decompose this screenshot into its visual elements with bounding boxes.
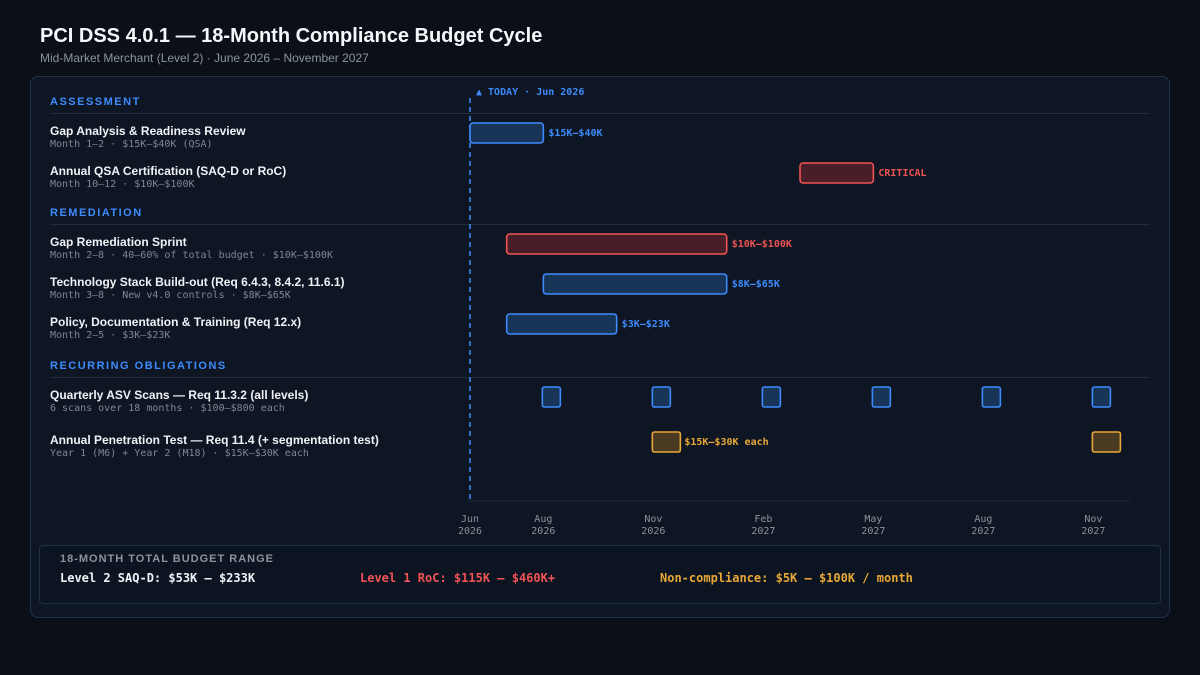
bar-label: $8K–$65K: [732, 279, 780, 290]
task-sub-policy-training: Month 2–5 · $3K–$23K: [50, 330, 171, 341]
gantt-bar: [469, 122, 545, 144]
section-divider: [50, 113, 1150, 114]
bar-label: CRITICAL: [878, 168, 926, 179]
gantt-bar: [799, 162, 875, 184]
section-assessment: ASSESSMENT: [50, 96, 141, 108]
bar-label: $3K–$23K: [622, 319, 670, 330]
x-tick-label: May: [864, 514, 882, 525]
x-tick-label: Nov: [1084, 514, 1102, 525]
summary-noncompliance: Non-compliance: $5K – $100K / month: [660, 571, 913, 585]
gantt-bar: [505, 313, 618, 335]
asv-scan-marker: [761, 386, 782, 408]
task-sub-pen-test: Year 1 (M6) + Year 2 (M18) · $15K–$30K e…: [50, 448, 309, 459]
task-sub-asv-scans: 6 scans over 18 months · $100–$800 each: [50, 403, 285, 414]
x-tick-label: Aug: [974, 514, 992, 525]
x-tick-label-year: 2026: [531, 526, 555, 537]
section-recurring: RECURRING OBLIGATIONS: [50, 360, 227, 372]
bar-label: $15K–$40K: [548, 128, 602, 139]
task-title-gap-analysis: Gap Analysis & Readiness Review: [50, 124, 246, 138]
task-sub-qsa-certification: Month 10–12 · $10K–$100K: [50, 179, 195, 190]
task-sub-tech-stack: Month 3–8 · New v4.0 controls · $8K–$65K: [50, 290, 291, 301]
x-tick-label-year: 2027: [1081, 526, 1105, 537]
asv-scan-marker: [871, 386, 892, 408]
pen-test-marker: [1091, 431, 1122, 453]
summary-level1: Level 1 RoC: $115K – $460K+: [360, 571, 556, 585]
gantt-bar: [542, 273, 728, 295]
task-title-qsa-certification: Annual QSA Certification (SAQ-D or RoC): [50, 164, 287, 178]
task-title-asv-scans: Quarterly ASV Scans — Req 11.3.2 (all le…: [50, 388, 309, 402]
today-label: ▲ TODAY · Jun 2026: [476, 87, 584, 98]
milestone-label: $15K–$30K each: [684, 437, 768, 448]
task-sub-gap-analysis: Month 1–2 · $15K–$40K (QSA): [50, 139, 213, 150]
task-title-policy-training: Policy, Documentation & Training (Req 12…: [50, 315, 302, 329]
summary-label: 18-MONTH TOTAL BUDGET RANGE: [60, 553, 275, 565]
asv-scan-marker: [651, 386, 672, 408]
asv-scan-marker: [541, 386, 562, 408]
task-title-tech-stack: Technology Stack Build-out (Req 6.4.3, 8…: [50, 275, 345, 289]
section-divider: [50, 377, 1150, 378]
x-tick-label-year: 2026: [458, 526, 482, 537]
x-tick-label-year: 2027: [861, 526, 885, 537]
pen-test-marker: [651, 431, 682, 453]
x-tick-label: Aug: [534, 514, 552, 525]
asv-scan-marker: [1091, 386, 1112, 408]
gantt-bar: [505, 233, 728, 255]
timeline-panel: [30, 76, 1170, 618]
budget-summary-box: [39, 545, 1161, 604]
summary-level2: Level 2 SAQ-D: $53K – $233K: [60, 571, 256, 585]
section-divider: [50, 224, 1150, 225]
x-tick-label: Nov: [644, 514, 662, 525]
section-remediation: REMEDIATION: [50, 207, 143, 219]
x-tick-label: Feb: [754, 514, 772, 525]
page-subtitle: Mid-Market Merchant (Level 2) · June 202…: [40, 51, 369, 65]
bar-label: $10K–$100K: [732, 239, 792, 250]
asv-scan-marker: [981, 386, 1002, 408]
x-tick-label: Jun: [461, 514, 479, 525]
x-tick-label-year: 2027: [971, 526, 995, 537]
x-tick-label-year: 2027: [751, 526, 775, 537]
x-tick-label-year: 2026: [641, 526, 665, 537]
page-title: PCI DSS 4.0.1 — 18-Month Compliance Budg…: [40, 25, 543, 47]
task-title-remediation-sprint: Gap Remediation Sprint: [50, 235, 187, 249]
task-sub-remediation-sprint: Month 2–8 · 40–60% of total budget · $10…: [50, 250, 333, 261]
task-title-pen-test: Annual Penetration Test — Req 11.4 (+ se…: [50, 433, 379, 447]
